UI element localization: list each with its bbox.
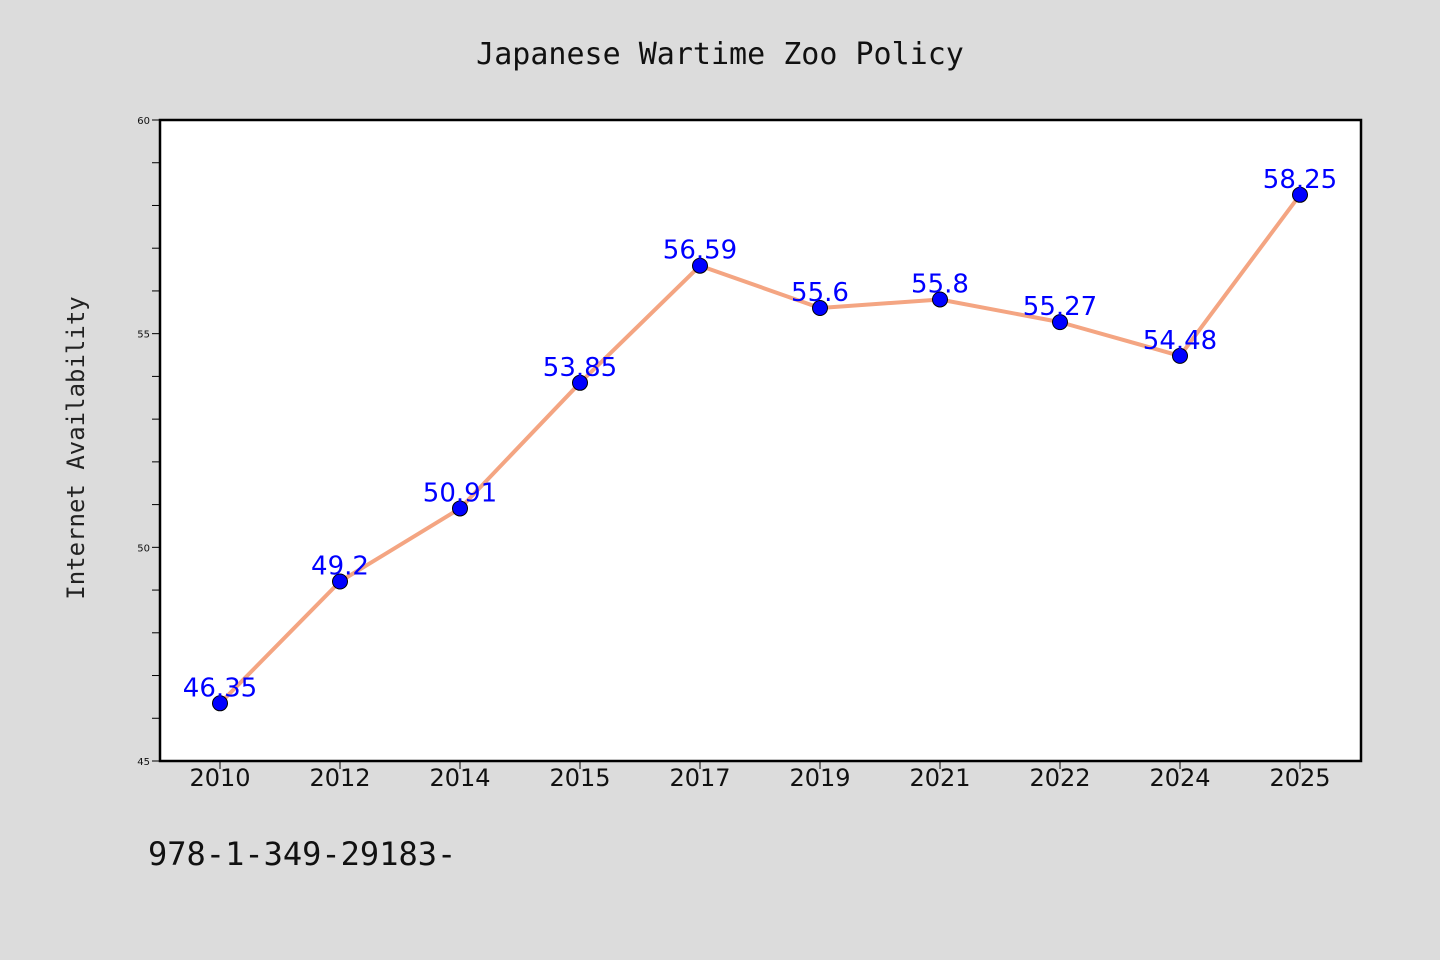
- data-label: 46.35: [183, 673, 257, 703]
- data-point: [812, 300, 828, 317]
- x-tick-label: 2010: [189, 764, 250, 792]
- data-point: [332, 573, 348, 590]
- data-point: [932, 291, 948, 308]
- data-label: 55.6: [791, 278, 849, 308]
- data-point: [452, 500, 468, 517]
- data-point: [572, 374, 588, 391]
- data-point: [212, 695, 228, 712]
- x-axis-ticks: 2010 2012 2014 2015 2017 2019 2021 2022 2024 2025: [189, 761, 1331, 792]
- y-tick-label: 45: [137, 757, 150, 768]
- data-label: 55.8: [911, 269, 969, 299]
- x-tick-label: 2022: [1029, 764, 1090, 792]
- y-tick-label: 60: [137, 116, 150, 127]
- data-label: 54.48: [1143, 326, 1217, 356]
- x-tick-label: 2017: [669, 764, 730, 792]
- data-point: [692, 257, 708, 274]
- y-axis-ticks: 45 50 55 60: [137, 116, 160, 768]
- series-line: [218, 193, 1302, 705]
- y-tick-label: 55: [137, 330, 150, 341]
- chart-title: Japanese Wartime Zoo Policy: [476, 37, 964, 72]
- data-label: 50.91: [423, 478, 497, 508]
- data-labels: 46.35 49.2 50.91 53.85 56.59 55.6 55.8 55.27 54.…: [183, 165, 1337, 704]
- data-point: [1172, 347, 1188, 364]
- x-tick-label: 2012: [309, 764, 370, 792]
- y-axis-label: Internet Availability: [62, 296, 90, 599]
- x-tick-label: 2015: [549, 764, 610, 792]
- plot-frame: [158, 118, 1363, 763]
- data-label: 49.2: [311, 552, 369, 582]
- x-tick-label: 2014: [429, 764, 490, 792]
- data-label: 53.85: [543, 353, 617, 383]
- data-markers: [212, 186, 1308, 712]
- plot-area: [160, 120, 1361, 761]
- data-point: [1292, 186, 1308, 203]
- data-point: [1052, 314, 1068, 331]
- data-label: 56.59: [663, 236, 737, 266]
- x-tick-label: 2025: [1269, 764, 1330, 792]
- data-label: 55.27: [1023, 292, 1097, 322]
- footer-text: 978-1-349-29183-: [148, 835, 456, 873]
- x-tick-label: 2021: [909, 764, 970, 792]
- x-tick-label: 2024: [1149, 764, 1210, 792]
- data-label: 58.25: [1263, 165, 1337, 195]
- x-tick-label: 2019: [789, 764, 850, 792]
- y-tick-label: 50: [137, 543, 150, 554]
